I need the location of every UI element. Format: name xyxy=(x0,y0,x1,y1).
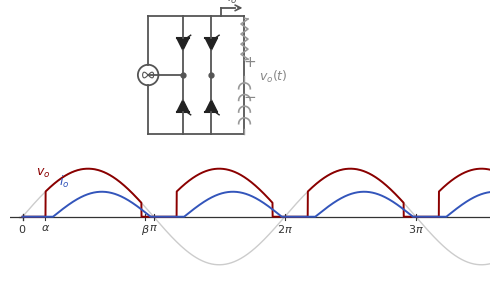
Polygon shape xyxy=(206,38,218,50)
Text: $v_o(t)$: $v_o(t)$ xyxy=(258,69,288,85)
Polygon shape xyxy=(177,100,189,112)
Polygon shape xyxy=(177,38,189,50)
Text: $v_o$: $v_o$ xyxy=(36,167,51,180)
Text: +: + xyxy=(244,55,256,70)
Text: $\pi$: $\pi$ xyxy=(149,223,158,233)
Text: $i_o$: $i_o$ xyxy=(59,173,70,190)
Text: $3\pi$: $3\pi$ xyxy=(408,223,424,235)
Text: $\beta$: $\beta$ xyxy=(141,223,150,237)
Text: $-$: $-$ xyxy=(244,88,256,103)
Text: $i_o$: $i_o$ xyxy=(226,0,237,6)
Polygon shape xyxy=(206,100,218,112)
Text: $\alpha$: $\alpha$ xyxy=(41,223,50,233)
Text: $0$: $0$ xyxy=(18,223,26,235)
Text: $2\pi$: $2\pi$ xyxy=(277,223,292,235)
